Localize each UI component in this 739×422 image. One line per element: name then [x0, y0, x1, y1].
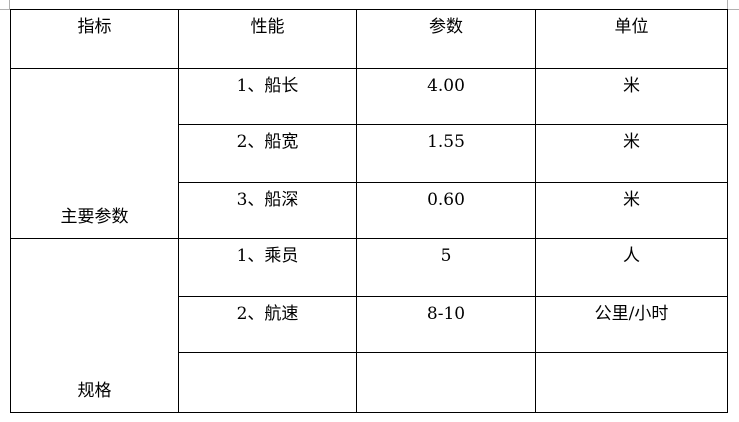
table-row: 主要参数 1、船长 4.00 米	[10, 68, 728, 239]
table-row: 3、船深 0.60 米	[11, 182, 728, 239]
unit-cell: 米	[535, 124, 728, 183]
unit-cell	[535, 352, 728, 413]
page-corner-mark	[727, 9, 739, 10]
value-cell: 0.60	[356, 182, 536, 239]
item-cell: 2、航速	[178, 296, 357, 353]
header-cell: 单位	[535, 9, 728, 69]
unit-cell: 人	[535, 238, 728, 297]
value-cell: 4.00	[356, 68, 536, 125]
item-cell: 1、乘员	[178, 238, 357, 297]
spec-table: 指标 性能 参数 单位 主要参数 1、船长 4.00 米 2、船宽 1.55 米…	[10, 9, 728, 413]
header-cell: 性能	[178, 9, 357, 69]
unit-cell: 米	[535, 182, 728, 239]
page-corner-mark	[727, 0, 728, 10]
value-cell: 5	[356, 238, 536, 297]
table-row	[11, 352, 728, 413]
value-cell	[356, 352, 536, 413]
item-cell: 1、船长	[178, 68, 357, 125]
unit-cell: 公里/小时	[535, 296, 728, 353]
unit-cell: 米	[535, 68, 728, 125]
item-cell: 2、船宽	[178, 124, 357, 183]
header-cell: 指标	[10, 9, 179, 69]
header-row: 指标 性能 参数 单位	[10, 9, 728, 69]
page-corner-mark	[9, 0, 10, 10]
value-cell: 1.55	[356, 124, 536, 183]
item-cell: 3、船深	[178, 182, 357, 239]
table-row: 规格 1、乘员 5 人	[10, 238, 728, 413]
group-label: 主要参数	[10, 68, 179, 239]
item-cell	[178, 352, 357, 413]
group-label: 规格	[10, 238, 179, 413]
header-cell: 参数	[356, 9, 536, 69]
page-corner-mark	[0, 9, 10, 10]
value-cell: 8-10	[356, 296, 536, 353]
